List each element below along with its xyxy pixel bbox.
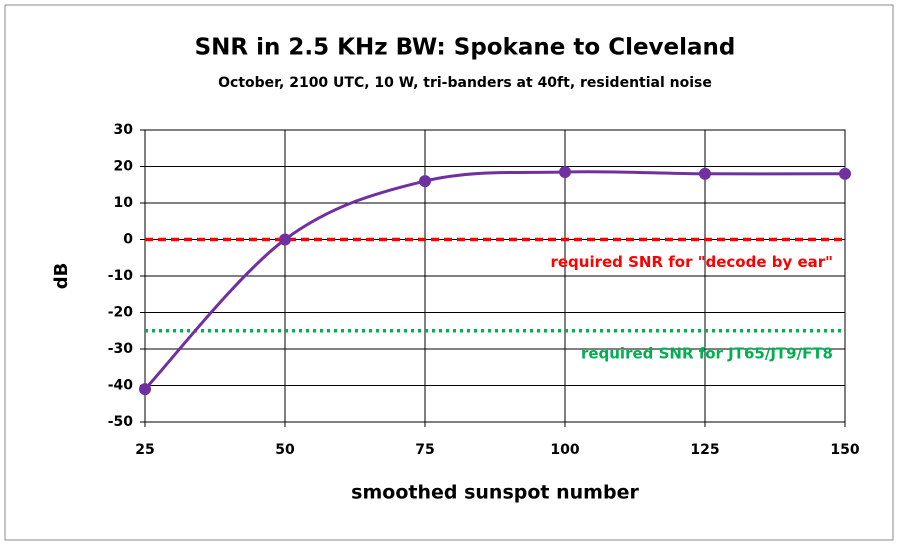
y-tick-label: -20 (108, 305, 134, 321)
x-tick-label: 50 (275, 442, 295, 458)
point (699, 167, 711, 180)
x-axis-label: smoothed sunspot number (351, 482, 639, 504)
chart-title: SNR in 2.5 KHz BW: Spokane to Cleveland (195, 35, 736, 61)
y-tick-label: 0 (123, 232, 133, 248)
plot-frame (144, 129, 846, 423)
y-tick-label: 20 (114, 159, 134, 175)
x-tick-label: 75 (415, 442, 434, 458)
point (419, 175, 431, 188)
x-tick-label: 150 (830, 442, 859, 458)
point (139, 383, 151, 396)
y-tick-label: -10 (108, 268, 134, 284)
chart-frame (4, 4, 894, 541)
y-tick-label: 10 (114, 195, 134, 211)
y-tick-label: -30 (108, 341, 134, 357)
series-line (143, 170, 846, 391)
y-tick-label: -40 (108, 378, 134, 394)
point (559, 165, 571, 178)
reference-label: required SNR for JT65/JT9/FT8 (581, 344, 833, 362)
x-tick-label: 100 (550, 442, 579, 458)
y-tick-label: 30 (114, 122, 134, 138)
chart-subtitle: October, 2100 UTC, 10 W, tri-banders at … (218, 75, 712, 91)
x-tick-label: 125 (690, 442, 719, 458)
point (839, 167, 851, 180)
y-tick-label: -50 (108, 414, 134, 430)
reference-label: required SNR for "decode by ear" (550, 253, 833, 271)
point (279, 233, 291, 246)
y-axis-label: dB (51, 263, 72, 290)
x-tick-label: 25 (135, 442, 154, 458)
